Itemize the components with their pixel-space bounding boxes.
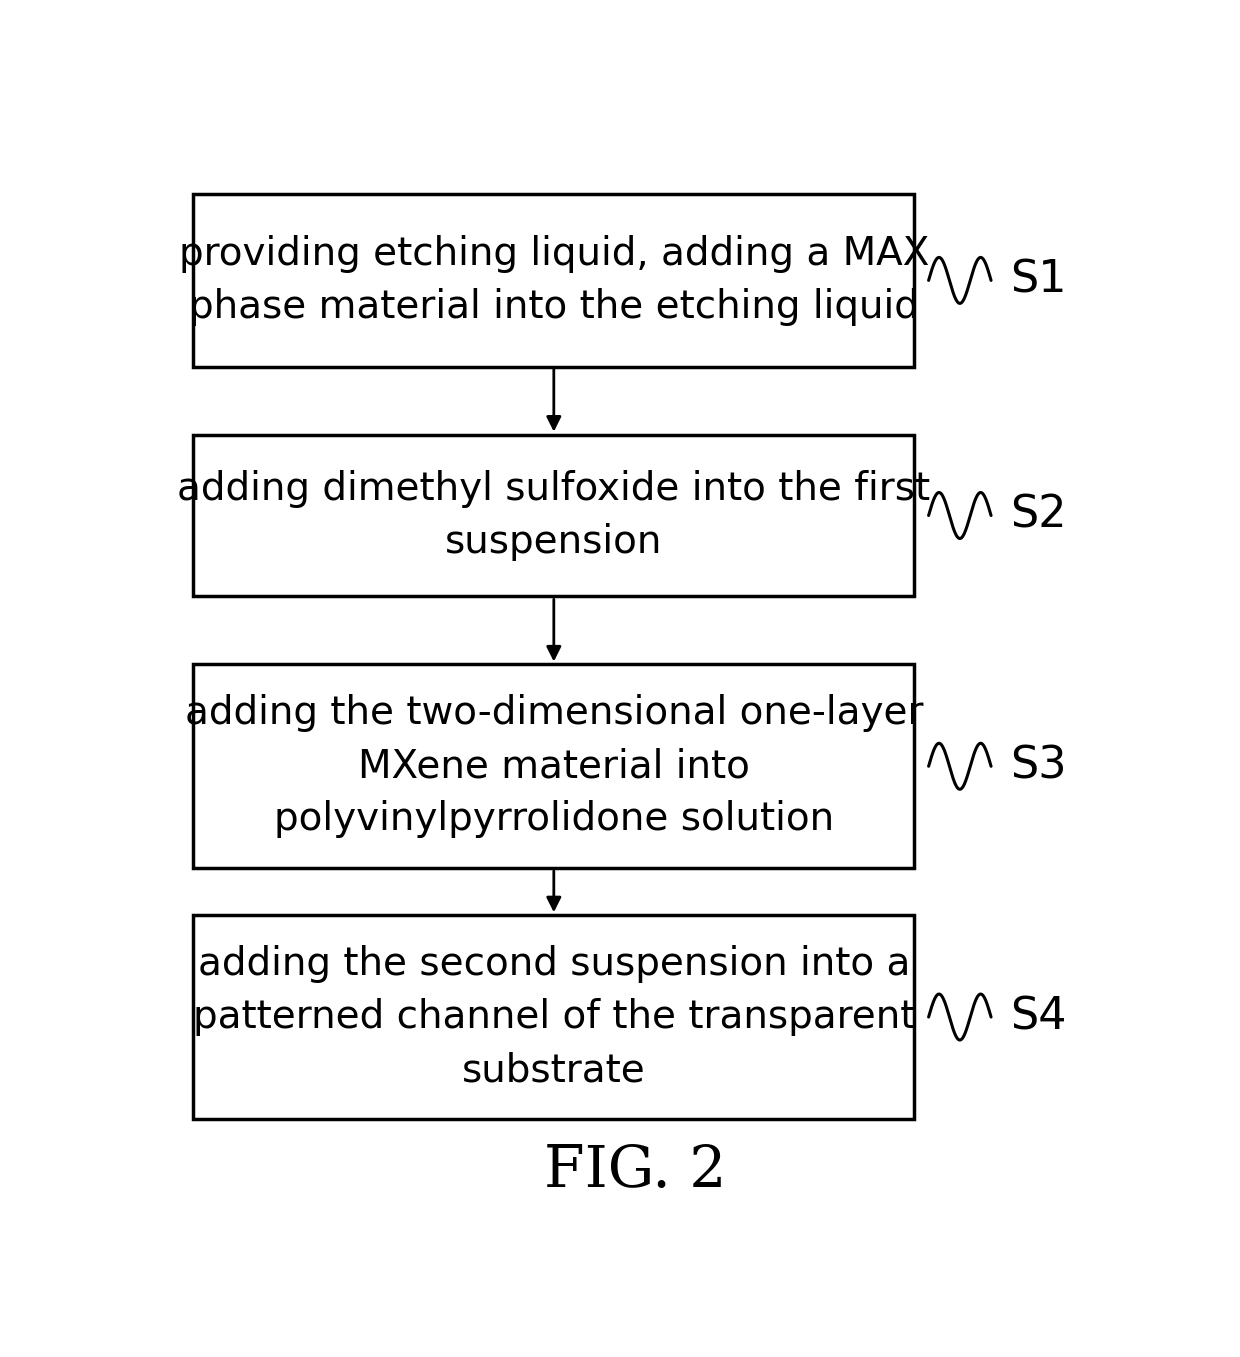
Bar	[193, 434, 914, 597]
Text: adding dimethyl sulfoxide into the first
suspension: adding dimethyl sulfoxide into the first…	[177, 470, 930, 560]
Bar	[193, 194, 914, 366]
Bar	[193, 665, 914, 868]
Text: providing etching liquid, adding a MAX
phase material into the etching liquid: providing etching liquid, adding a MAX p…	[179, 235, 929, 326]
Text: adding the two-dimensional one-layer
MXene material into
polyvinylpyrrolidone so: adding the two-dimensional one-layer MXe…	[185, 695, 923, 839]
Text: S4: S4	[1011, 996, 1066, 1038]
Text: FIG. 2: FIG. 2	[544, 1143, 727, 1200]
Text: S3: S3	[1011, 745, 1066, 788]
Text: S2: S2	[1011, 494, 1066, 537]
Bar	[193, 915, 914, 1120]
Text: adding the second suspension into a
patterned channel of the transparent
substra: adding the second suspension into a patt…	[192, 944, 915, 1090]
Text: S1: S1	[1011, 259, 1066, 301]
